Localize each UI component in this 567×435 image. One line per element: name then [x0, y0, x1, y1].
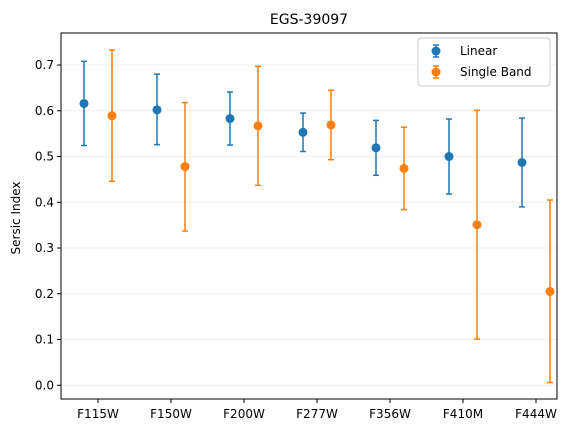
data-point	[444, 152, 454, 162]
legend-swatch-marker	[431, 46, 441, 56]
x-tick-label: F115W	[77, 407, 119, 421]
y-tick-label: 0.5	[35, 150, 54, 164]
y-axis-label: Sersic Index	[9, 182, 23, 255]
marks-layer	[79, 49, 555, 384]
data-point	[152, 105, 162, 115]
legend: Linear Single Band	[417, 37, 551, 87]
plot-frame	[60, 32, 558, 400]
x-tick-label: F356W	[369, 407, 411, 421]
y-tick-label: 0.2	[35, 287, 54, 301]
x-tick-label: F150W	[150, 407, 192, 421]
y-tick-label: 0.7	[35, 58, 54, 72]
legend-swatch-marker	[431, 67, 441, 77]
x-tick-label: F200W	[223, 407, 265, 421]
grid-layer	[61, 64, 557, 386]
y-tick-label: 0.0	[35, 378, 54, 392]
data-point	[545, 286, 555, 296]
data-point	[298, 127, 308, 137]
data-point	[326, 120, 336, 130]
data-point	[472, 220, 482, 230]
y-tick-label: 0.6	[35, 104, 54, 118]
x-tick-label: F277W	[296, 407, 338, 421]
data-point	[180, 162, 190, 172]
data-point	[107, 111, 117, 121]
chart-title: EGS-39097	[270, 12, 348, 28]
legend-label: Linear	[460, 44, 497, 58]
y-tick-label: 0.3	[35, 241, 54, 255]
legend-frame	[417, 37, 551, 87]
data-point	[253, 121, 263, 131]
x-tick-label: F444W	[515, 407, 557, 421]
data-point	[371, 143, 381, 153]
axis-layer: 0.0 0.1 0.2 0.3 0.4 0.5 0.6 0.7 F115W F150W F200W F…	[35, 58, 557, 421]
data-point	[225, 114, 235, 124]
data-point	[399, 163, 409, 173]
data-point	[517, 157, 527, 167]
legend-label: Single Band	[460, 65, 532, 79]
x-tick-label: F410M	[443, 407, 483, 421]
y-tick-label: 0.1	[35, 333, 54, 347]
data-point	[79, 98, 89, 108]
y-tick-label: 0.4	[35, 195, 54, 209]
